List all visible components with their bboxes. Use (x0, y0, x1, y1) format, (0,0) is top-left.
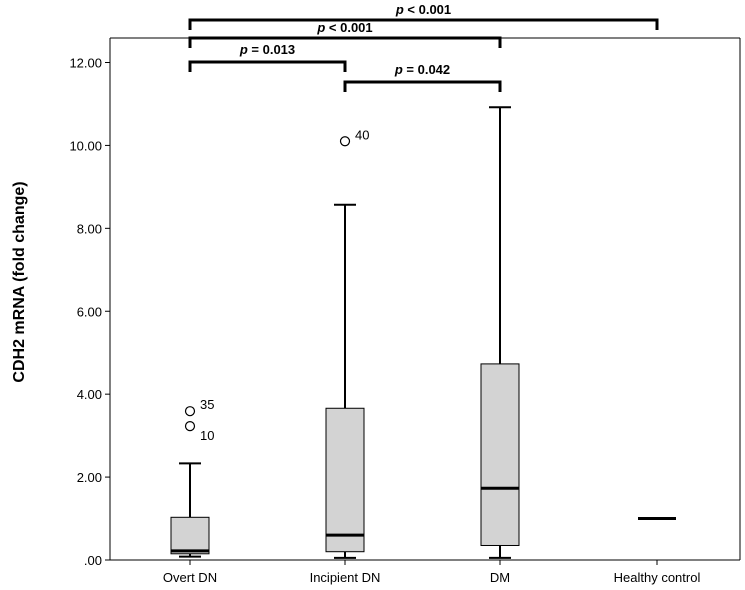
significance-brackets: p < 0.001 p < 0.001 p = 0.013 p = 0.042 (188, 2, 659, 92)
box-group: 40 (325, 127, 369, 559)
axes: .00 2.00 4.00 6.00 8.00 10.00 12.00 Overt DN Inc… (69, 37, 741, 585)
box-series: 35 10 40 (170, 106, 676, 559)
bracket-line (343, 80, 502, 92)
y-tick-label: 2.00 (77, 470, 102, 485)
significance-bracket: p < 0.001 (188, 20, 502, 48)
x-tick-label: DM (490, 570, 510, 585)
outlier-label: 40 (355, 127, 369, 142)
p-value-label: p = 0.042 (394, 62, 450, 77)
box-iqr (170, 516, 210, 555)
box-iqr (480, 363, 520, 546)
bracket-line (188, 18, 659, 30)
x-tick-label: Overt DN (163, 570, 217, 585)
y-tick-label: 6.00 (77, 304, 102, 319)
y-tick-label: 8.00 (77, 221, 102, 236)
y-axis-title: CDH2 mRNA (fold change) (11, 181, 28, 382)
box-iqr (325, 407, 365, 553)
bracket-line (188, 60, 347, 72)
y-tick-label: 10.00 (69, 138, 102, 153)
p-value-label: p < 0.001 (316, 20, 372, 35)
bracket-line (188, 36, 502, 48)
p-value-label: p < 0.001 (395, 2, 451, 17)
y-tick-label: 12.00 (69, 56, 102, 71)
significance-bracket: p = 0.013 (188, 42, 347, 72)
x-tick-label: Healthy control (614, 570, 701, 585)
p-value-label: p = 0.013 (239, 42, 295, 57)
outlier-point (184, 406, 196, 417)
significance-bracket: p < 0.001 (188, 2, 659, 30)
box-group: 35 10 (170, 397, 214, 558)
x-tick-label: Incipient DN (310, 570, 381, 585)
outlier-label: 35 (200, 397, 214, 412)
outlier-point (184, 420, 196, 432)
outlier-label: 10 (200, 428, 214, 443)
y-tick-label: 4.00 (77, 387, 102, 402)
significance-bracket: p = 0.042 (343, 62, 502, 92)
outlier-point (339, 136, 351, 147)
box-group (480, 106, 520, 559)
y-tick-label: .00 (84, 553, 102, 568)
